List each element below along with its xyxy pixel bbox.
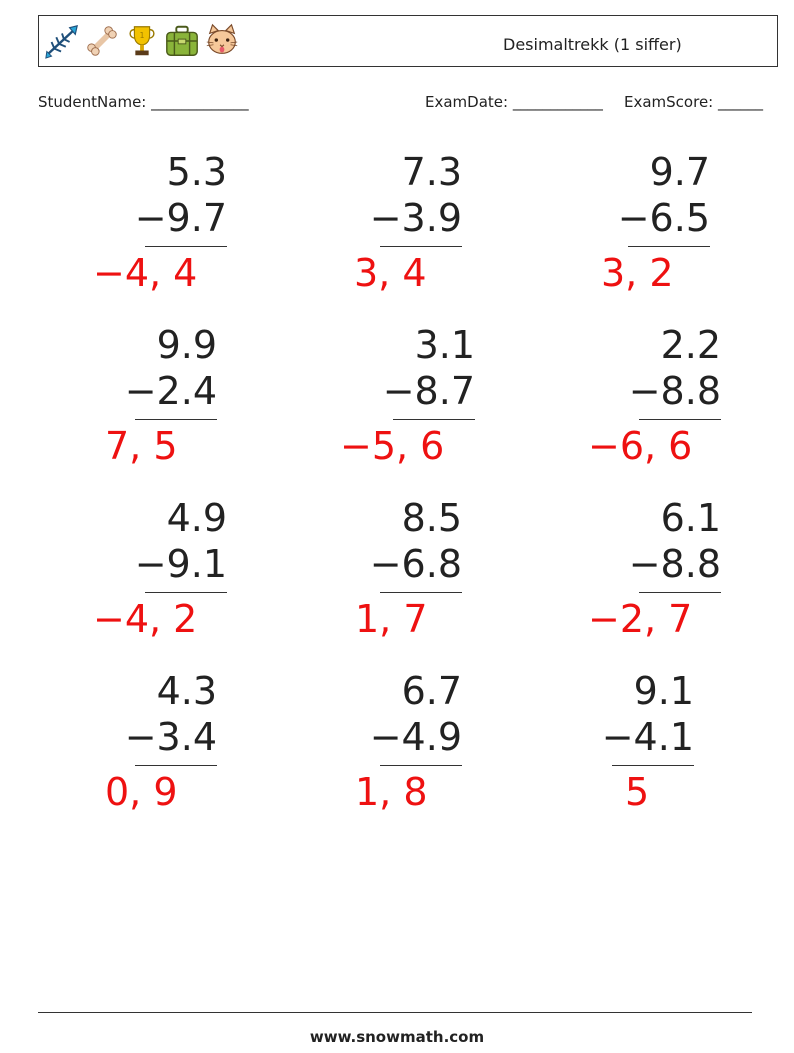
subtrahend: −8.8 <box>628 542 721 586</box>
svg-text:1: 1 <box>140 31 145 40</box>
answer: −5, 6 <box>340 424 445 468</box>
answer-line <box>145 592 227 593</box>
answer: 5 <box>625 770 650 814</box>
answer-line <box>639 419 721 420</box>
problem-2: 7.3 −3.9 3, 4 <box>262 150 462 320</box>
exam-date-field: ExamDate: ____________ <box>425 93 603 111</box>
minuend: 9.9 <box>156 323 217 367</box>
answer-line <box>393 419 475 420</box>
minuend: 3.1 <box>414 323 475 367</box>
problem-4: 9.9 −2.4 7, 5 <box>17 323 217 493</box>
footer-site: www.snowmath.com <box>309 1028 485 1046</box>
header-icons: 1 <box>43 22 241 60</box>
problem-8: 8.5 −6.8 1, 7 <box>262 496 462 666</box>
minuend: 9.7 <box>649 150 710 194</box>
subtrahend: −6.8 <box>369 542 462 586</box>
problem-12: 9.1 −4.1 5 <box>494 669 694 839</box>
student-name-field: StudentName: _____________ <box>38 93 249 111</box>
minuend: 9.1 <box>633 669 694 713</box>
problem-9: 6.1 −8.8 −2, 7 <box>521 496 721 666</box>
minuend: 2.2 <box>660 323 721 367</box>
problem-10: 4.3 −3.4 0, 9 <box>17 669 217 839</box>
subtrahend: −9.1 <box>134 542 227 586</box>
subtrahend: −4.9 <box>369 715 462 759</box>
answer-line <box>612 765 694 766</box>
bone-icon <box>87 26 117 56</box>
minuend: 5.3 <box>166 150 227 194</box>
fishbone-icon <box>45 25 78 59</box>
answer-line <box>380 246 462 247</box>
problem-5: 3.1 −8.7 −5, 6 <box>275 323 475 493</box>
subtrahend: −8.7 <box>382 369 475 413</box>
answer: −4, 4 <box>93 251 198 295</box>
answer-line <box>639 592 721 593</box>
answer: 1, 7 <box>355 597 428 641</box>
answer: −6, 6 <box>588 424 693 468</box>
subtrahend: −9.7 <box>134 196 227 240</box>
worksheet-title: Desimaltrekk (1 siffer) <box>503 35 682 54</box>
answer: 3, 2 <box>601 251 674 295</box>
minuend: 6.7 <box>401 669 462 713</box>
exam-score-field: ExamScore: ______ <box>624 93 763 111</box>
answer-line <box>628 246 710 247</box>
answer-line <box>380 592 462 593</box>
subtrahend: −6.5 <box>617 196 710 240</box>
problem-7: 4.9 −9.1 −4, 2 <box>27 496 227 666</box>
problem-6: 2.2 −8.8 −6, 6 <box>521 323 721 493</box>
answer-line <box>135 765 217 766</box>
answer: −4, 2 <box>93 597 198 641</box>
minuend: 4.3 <box>156 669 217 713</box>
worksheet-header: 1 Desimaltrekk (1 siffer) <box>38 15 778 67</box>
answer: 7, 5 <box>105 424 178 468</box>
subtrahend: −4.1 <box>601 715 694 759</box>
minuend: 8.5 <box>401 496 462 540</box>
answer-line <box>145 246 227 247</box>
minuend: 6.1 <box>660 496 721 540</box>
answer: −2, 7 <box>588 597 693 641</box>
trophy-icon: 1 <box>129 26 155 56</box>
toolbox-icon <box>166 25 198 56</box>
minuend: 7.3 <box>401 150 462 194</box>
footer-divider <box>38 1012 752 1013</box>
minuend: 4.9 <box>166 496 227 540</box>
answer-line <box>135 419 217 420</box>
answer: 3, 4 <box>354 251 427 295</box>
problem-1: 5.3 −9.7 −4, 4 <box>27 150 227 320</box>
problem-11: 6.7 −4.9 1, 8 <box>262 669 462 839</box>
subtrahend: −3.9 <box>369 196 462 240</box>
subtrahend: −2.4 <box>124 369 217 413</box>
answer-line <box>380 765 462 766</box>
problem-3: 9.7 −6.5 3, 2 <box>510 150 710 320</box>
answer: 1, 8 <box>355 770 428 814</box>
cat-icon <box>206 23 238 54</box>
answer: 0, 9 <box>105 770 178 814</box>
subtrahend: −8.8 <box>628 369 721 413</box>
subtrahend: −3.4 <box>124 715 217 759</box>
